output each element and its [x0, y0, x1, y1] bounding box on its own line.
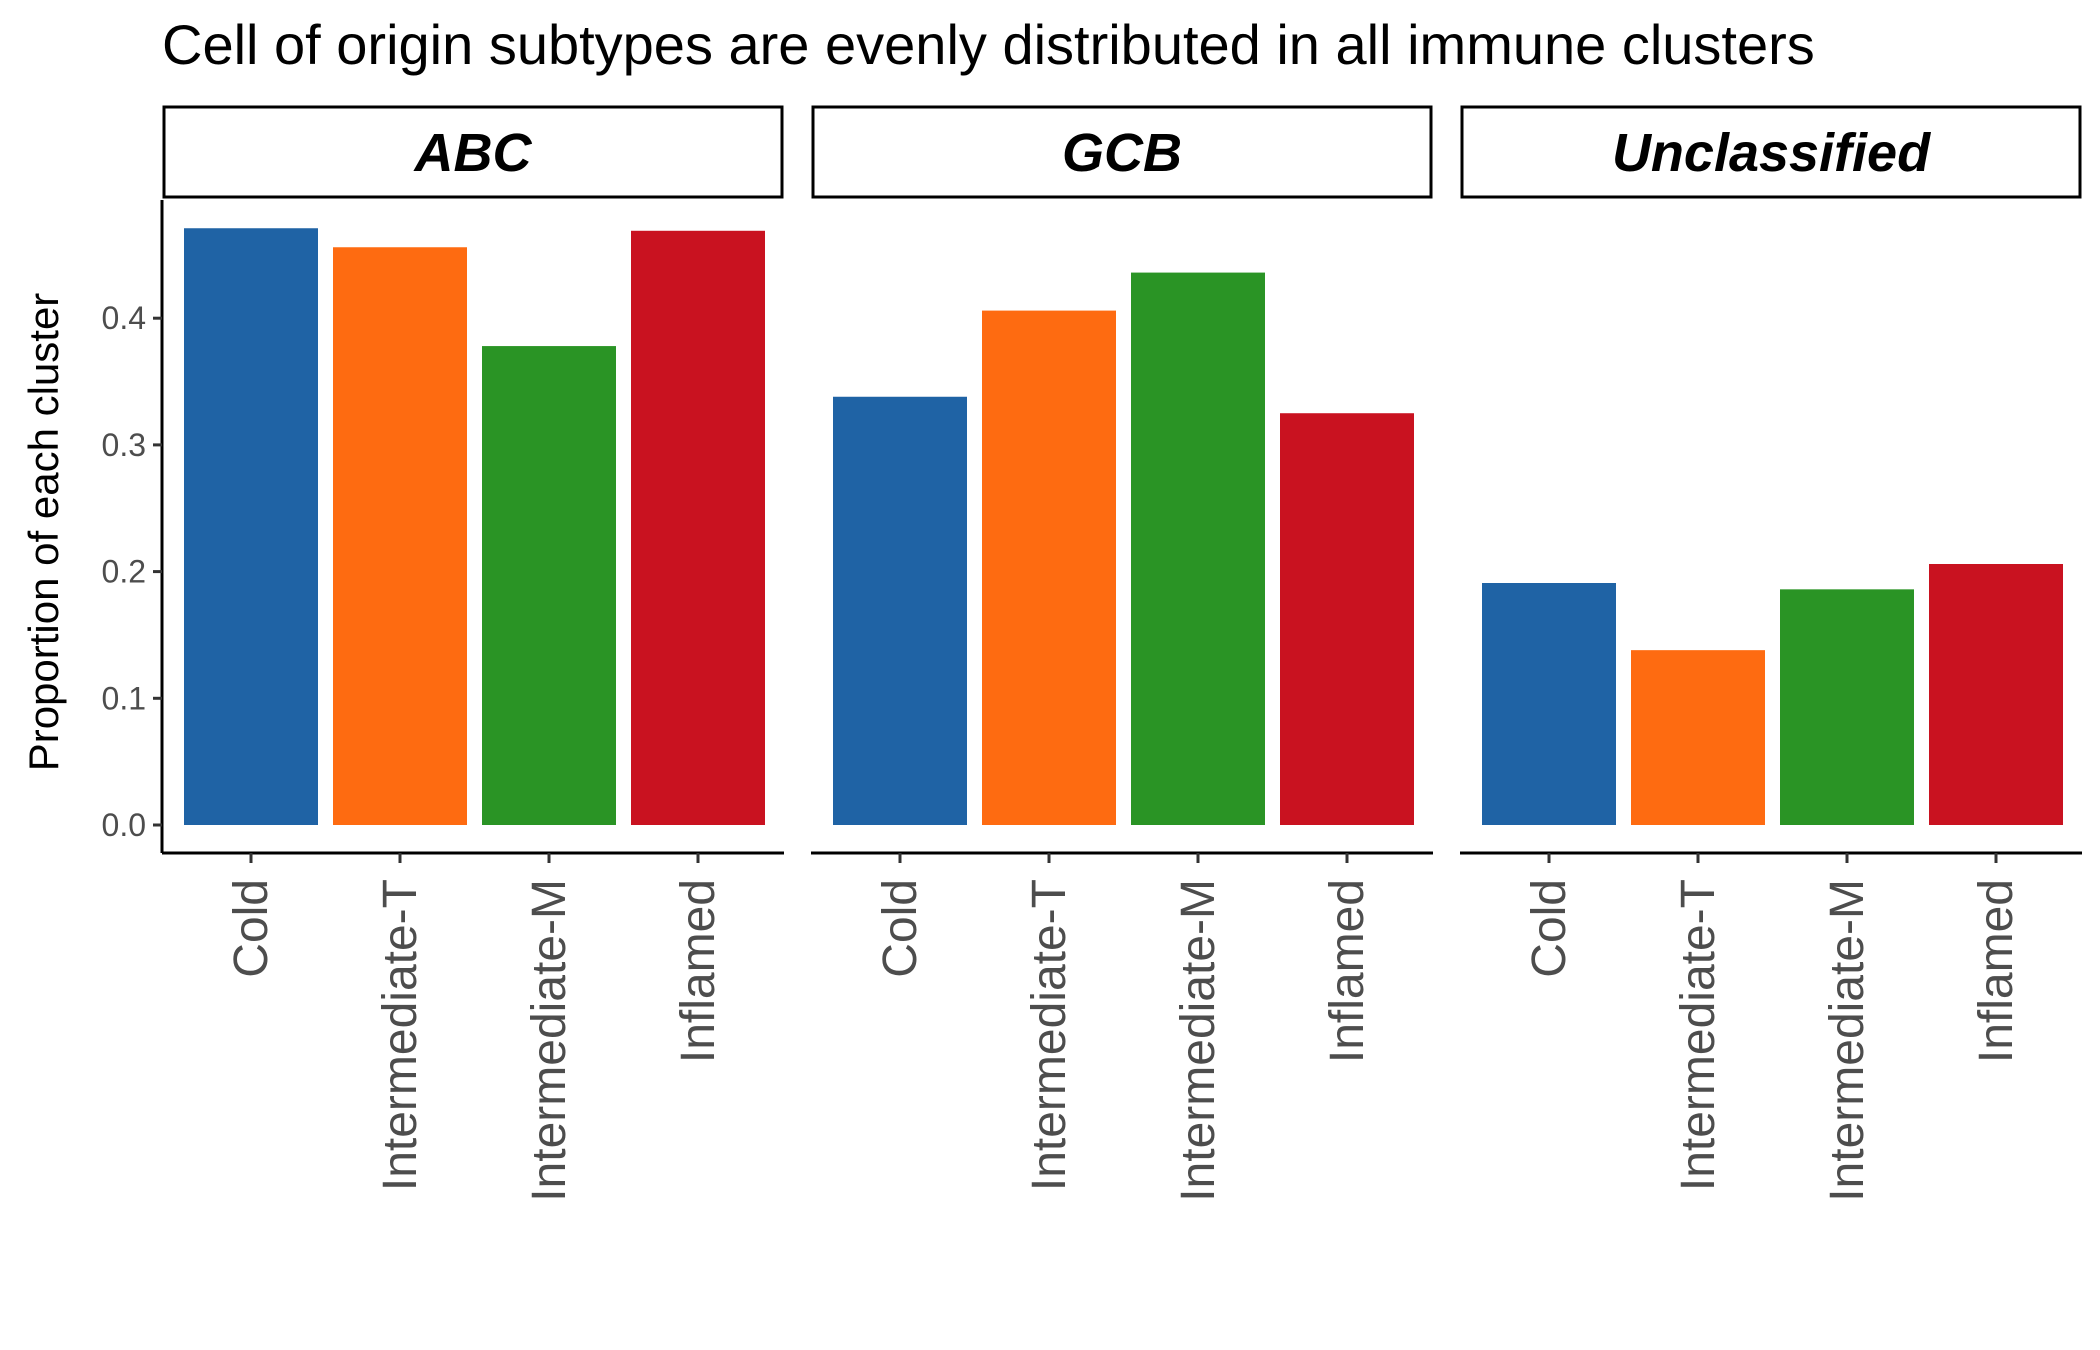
chart-title: Cell of origin subtypes are evenly distr… [162, 13, 1815, 76]
bar-abc-inflamed [631, 230, 765, 826]
facet-strip-label: ABC [413, 123, 533, 183]
bar-unclassified-inflamed [1929, 563, 2063, 825]
y-axis-label: Proportion of each cluster [20, 293, 67, 772]
facet-strip-label: GCB [1062, 123, 1182, 183]
y-tick-label: 0.4 [102, 300, 146, 336]
y-tick-label: 0.2 [102, 554, 146, 590]
bar-unclassified-intermediate-m [1780, 589, 1914, 825]
x-tick-label: Cold [874, 879, 927, 978]
facet-strip-unclassified [1460, 105, 2082, 199]
facet-strip-abc [162, 105, 784, 199]
facet-strip-label: Unclassified [1612, 123, 1931, 183]
bar-abc-intermediate-m [482, 346, 616, 825]
x-tick-label: Intermediate-T [1023, 879, 1076, 1191]
facet-panels: 0.0 0.1 0.2 0.3 0.4 ABC Cold Intermediate-T Inte… [102, 105, 2082, 1202]
x-tick-label: Intermediate-M [523, 879, 576, 1202]
bar-gcb-intermediate-t [982, 310, 1116, 825]
bar-abc-cold [184, 228, 318, 826]
x-tick-label: Inflamed [1970, 879, 2023, 1063]
x-tick-label: Inflamed [672, 879, 725, 1063]
bar-unclassified-cold [1482, 583, 1616, 825]
bar-unclassified-intermediate-t [1631, 650, 1765, 825]
bar-gcb-inflamed [1280, 413, 1414, 825]
x-tick-label: Intermediate-M [1821, 879, 1874, 1202]
y-tick-label: 0.1 [102, 680, 146, 716]
bar-gcb-intermediate-m [1131, 272, 1265, 825]
x-tick-label: Intermediate-T [374, 879, 427, 1191]
x-tick-label: Cold [225, 879, 278, 978]
bar-gcb-cold [833, 396, 967, 825]
x-tick-label: Intermediate-T [1672, 879, 1725, 1191]
y-tick-label: 0.3 [102, 427, 146, 463]
x-tick-label: Intermediate-M [1172, 879, 1225, 1202]
x-tick-label: Cold [1523, 879, 1576, 978]
x-tick-label: Inflamed [1321, 879, 1374, 1063]
facet-strip-gcb [811, 105, 1433, 199]
bar-abc-intermediate-t [333, 247, 467, 826]
y-tick-label: 0.0 [102, 807, 146, 843]
